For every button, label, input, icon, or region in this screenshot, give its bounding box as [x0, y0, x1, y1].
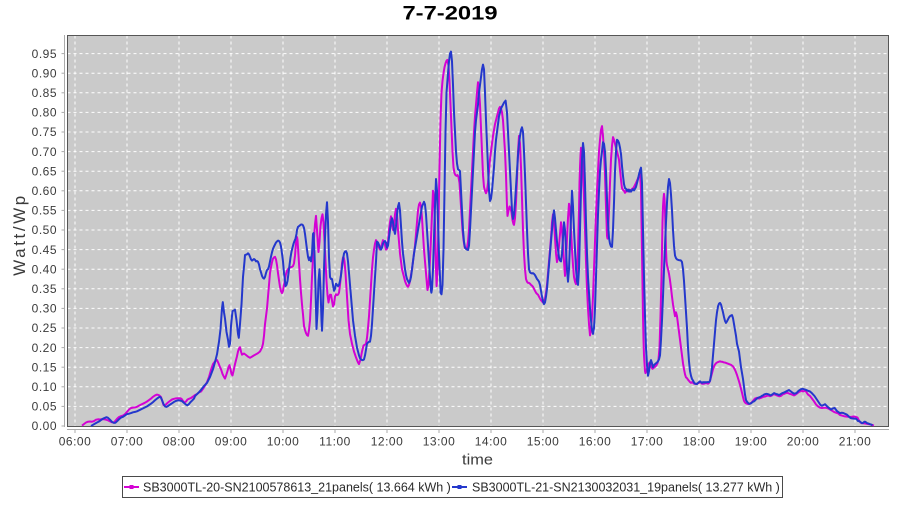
svg-text:0.85: 0.85 — [32, 86, 57, 100]
svg-text:0.80: 0.80 — [32, 106, 57, 120]
svg-text:0.20: 0.20 — [32, 341, 57, 355]
svg-text:0.00: 0.00 — [32, 419, 57, 433]
svg-text:0.50: 0.50 — [32, 223, 57, 237]
svg-text:0.60: 0.60 — [32, 184, 57, 198]
svg-text:12:00: 12:00 — [371, 435, 404, 449]
svg-text:21:00: 21:00 — [839, 435, 872, 449]
svg-text:10:00: 10:00 — [267, 435, 300, 449]
svg-text:17:00: 17:00 — [631, 435, 664, 449]
svg-text:0.15: 0.15 — [32, 360, 57, 374]
svg-text:0.75: 0.75 — [32, 125, 57, 139]
svg-text:06:00: 06:00 — [59, 435, 92, 449]
svg-text:time: time — [462, 452, 493, 468]
svg-text:16:00: 16:00 — [579, 435, 612, 449]
svg-text:0.65: 0.65 — [32, 164, 57, 178]
svg-text:0.70: 0.70 — [32, 145, 57, 159]
svg-text:13:00: 13:00 — [423, 435, 456, 449]
svg-text:0.05: 0.05 — [32, 400, 57, 414]
svg-text:Watt/Wp: Watt/Wp — [10, 193, 29, 276]
svg-text:7-7-2019: 7-7-2019 — [402, 3, 497, 24]
svg-text:0.40: 0.40 — [32, 262, 57, 276]
svg-text:11:00: 11:00 — [319, 435, 351, 449]
svg-text:08:00: 08:00 — [163, 435, 196, 449]
svg-text:07:00: 07:00 — [111, 435, 144, 449]
svg-text:0.35: 0.35 — [32, 282, 57, 296]
svg-text:0.30: 0.30 — [32, 302, 57, 316]
svg-text:19:00: 19:00 — [735, 435, 768, 449]
svg-text:0.55: 0.55 — [32, 204, 57, 218]
svg-text:20:00: 20:00 — [787, 435, 820, 449]
svg-text:18:00: 18:00 — [683, 435, 716, 449]
svg-text:0.10: 0.10 — [32, 380, 57, 394]
svg-text:0.25: 0.25 — [32, 321, 57, 335]
svg-text:0.95: 0.95 — [32, 47, 57, 61]
svg-text:0.90: 0.90 — [32, 66, 57, 80]
svg-text:09:00: 09:00 — [215, 435, 248, 449]
svg-text:SB3000TL-21-SN2130032031_19pan: SB3000TL-21-SN2130032031_19panels( 13.27… — [472, 481, 780, 495]
svg-text:14:00: 14:00 — [475, 435, 508, 449]
svg-text:15:00: 15:00 — [527, 435, 560, 449]
svg-text:SB3000TL-20-SN2100578613_21pan: SB3000TL-20-SN2100578613_21panels( 13.66… — [143, 481, 451, 495]
svg-text:0.45: 0.45 — [32, 243, 57, 257]
